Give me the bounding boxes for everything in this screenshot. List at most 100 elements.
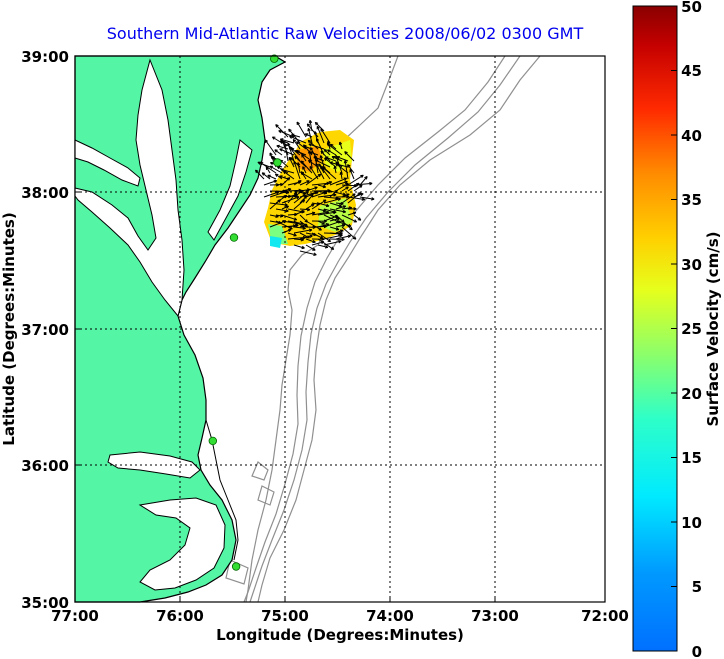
velocity-arrowhead <box>313 155 316 159</box>
velocity-arrowhead <box>329 162 333 165</box>
velocity-vector <box>299 195 307 204</box>
velocity-vector <box>275 183 284 186</box>
velocity-arrowhead <box>319 227 322 231</box>
velocity-vector <box>269 220 286 228</box>
velocity-vector <box>264 139 277 156</box>
velocity-vector <box>299 223 308 228</box>
velocity-vector <box>281 214 297 221</box>
velocity-vector <box>323 181 332 186</box>
latitude-ticks: 39:00 38:00 37:00 36:00 35:00 <box>21 48 69 612</box>
velocity-vector <box>329 189 338 198</box>
colorbar-tick-label: 45 <box>681 62 702 80</box>
velocity-arrowhead <box>287 187 292 190</box>
velocity-vector <box>293 210 305 216</box>
colorbar-tick-label: 40 <box>681 127 702 145</box>
velocity-arrowhead <box>337 197 341 200</box>
velocity-arrowhead <box>306 123 309 127</box>
velocity-vector <box>319 165 331 180</box>
velocity-arrowhead <box>295 223 299 226</box>
velocity-vector <box>317 184 326 188</box>
bathymetry-seamount-2 <box>257 485 275 506</box>
velocity-vector <box>323 234 343 240</box>
velocity-arrowhead <box>341 237 345 240</box>
velocity-vector <box>327 149 337 156</box>
velocity-vector <box>301 154 307 162</box>
velocity-arrowhead <box>338 240 342 242</box>
velocity-arrowhead <box>270 162 273 166</box>
velocity-vector <box>349 169 355 180</box>
velocity-vector <box>274 149 283 156</box>
velocity-arrowhead <box>283 194 287 197</box>
velocity-vector <box>323 149 331 156</box>
lon-tick-label: 73:00 <box>471 607 519 625</box>
velocity-arrowhead <box>274 149 277 153</box>
velocity-arrowhead <box>327 149 330 153</box>
velocity-vector <box>347 174 364 186</box>
velocity-vector <box>275 208 289 212</box>
velocity-arrowhead <box>331 156 335 160</box>
velocity-arrowhead <box>289 157 292 161</box>
lon-tick-label: 72:00 <box>581 607 629 625</box>
velocity-vector <box>305 244 316 251</box>
velocity-vector <box>279 175 289 180</box>
velocity-vector <box>311 211 330 216</box>
velocity-arrowhead <box>325 245 329 248</box>
velocity-vector <box>347 164 355 174</box>
colorbar-tick-label: 35 <box>681 191 702 209</box>
velocity-arrowhead <box>336 227 340 230</box>
velocity-arrowhead <box>307 128 309 132</box>
velocity-arrowhead <box>302 191 306 194</box>
velocity-vector <box>340 171 343 180</box>
velocity-vector <box>279 159 289 168</box>
velocity-field <box>255 120 375 256</box>
velocity-vector <box>329 226 340 231</box>
lat-tick-label: 37:00 <box>21 321 69 339</box>
velocity-arrowhead <box>322 221 325 225</box>
velocity-arrowhead <box>350 226 353 231</box>
velocity-arrowhead <box>294 156 297 160</box>
velocity-arrowhead <box>364 176 368 179</box>
velocity-vector <box>293 244 305 249</box>
velocity-arrowhead <box>304 133 308 137</box>
velocity-arrowhead <box>296 141 299 145</box>
velocity-arrowhead <box>276 145 280 149</box>
velocity-arrowhead <box>353 207 357 210</box>
potomac-river <box>74 139 141 187</box>
velocity-vector <box>293 226 306 229</box>
velocity-vector <box>341 214 357 223</box>
velocity-arrowhead <box>280 214 284 217</box>
velocity-vector <box>317 211 337 216</box>
velocity-vector <box>263 191 280 198</box>
velocity-arrowhead <box>348 223 352 227</box>
lat-tick-label: 36:00 <box>21 457 69 475</box>
radar-station-marker <box>208 436 217 446</box>
velocity-vector <box>335 229 343 234</box>
longitude-ticks: 77:00 76:00 75:00 74:00 73:00 72:00 <box>51 607 629 625</box>
velocity-vector <box>293 161 301 180</box>
velocity-vector <box>335 205 346 210</box>
velocity-vector <box>329 190 346 196</box>
velocity-vector <box>341 207 352 210</box>
velocity-arrowhead <box>300 189 304 192</box>
velocity-vector <box>288 157 295 168</box>
velocity-arrowhead <box>323 184 327 188</box>
velocity-arrowhead <box>280 168 284 172</box>
velocity-vector <box>296 121 307 138</box>
velocity-vector <box>335 163 349 174</box>
velocity-arrowhead <box>347 164 349 168</box>
delmarva-bays <box>207 139 253 241</box>
velocity-arrowhead <box>333 165 336 170</box>
velocity-vector <box>316 126 325 144</box>
velocity-arrowhead <box>294 150 298 154</box>
velocity-vector <box>296 150 313 162</box>
velocity-vector <box>359 176 368 186</box>
velocity-arrowhead <box>320 240 324 243</box>
velocity-arrowhead <box>319 155 322 159</box>
map-title: Southern Mid-Atlantic Raw Velocities 200… <box>107 24 584 43</box>
bathymetry-contours <box>225 55 541 603</box>
velocity-vector <box>341 226 357 240</box>
velocity-arrowhead <box>361 197 365 200</box>
velocity-arrowhead <box>313 252 317 256</box>
lon-tick-label: 75:00 <box>261 607 309 625</box>
